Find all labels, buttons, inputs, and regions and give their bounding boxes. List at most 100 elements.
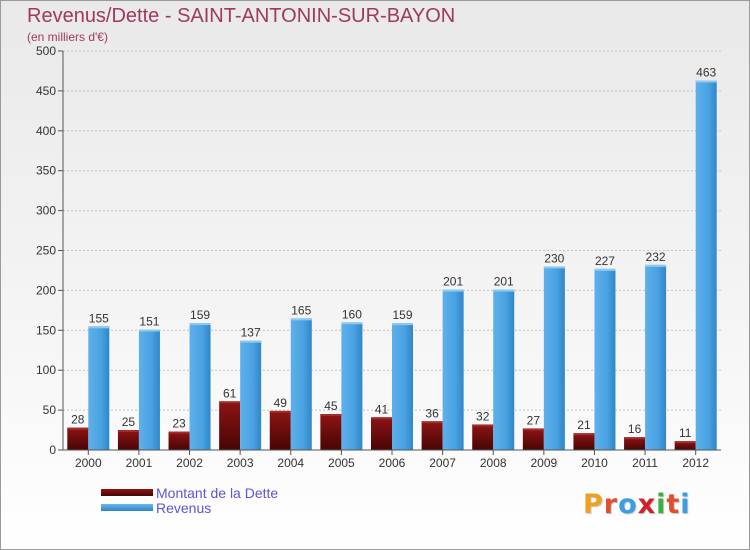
bar-revenue-top (695, 80, 717, 83)
x-tick-label: 2002 (176, 456, 203, 470)
logo-letter: i (656, 489, 667, 520)
x-tick-label: 2007 (429, 456, 456, 470)
bar-revenue (240, 340, 262, 450)
data-label-revenue: 155 (89, 311, 109, 325)
bar-debt-top (674, 441, 696, 444)
bar-debt-top (219, 401, 241, 404)
bar-revenue-top (189, 323, 211, 326)
bar-debt (67, 427, 89, 450)
data-label-revenue: 159 (392, 308, 412, 322)
data-label-revenue: 201 (494, 275, 514, 289)
data-label-revenue: 230 (544, 251, 564, 265)
chart-subtitle: (en milliers d'€) (27, 30, 108, 44)
bars (67, 80, 717, 450)
x-tick-label: 2001 (126, 456, 153, 470)
y-tick-label: 100 (36, 363, 56, 377)
bar-debt (674, 441, 696, 450)
bar-revenue-top (88, 326, 110, 329)
bar-revenue-top (543, 266, 565, 269)
x-tick-label: 2006 (379, 456, 406, 470)
data-label-revenue: 159 (190, 308, 210, 322)
data-label-debt: 23 (172, 417, 186, 431)
bar-debt (320, 414, 342, 450)
x-tick-label: 2010 (581, 456, 608, 470)
axes: 0 50 100 150 200 250 300 350 400 450 500 2000 2001 20… (36, 44, 721, 470)
bar-revenue-top (341, 322, 363, 325)
bar-revenue-top (645, 264, 667, 267)
bar-revenue (493, 289, 515, 450)
logo-letter: r (603, 489, 619, 520)
bar-revenue (189, 323, 211, 450)
bar-debt-top (67, 427, 89, 430)
bar-revenue (88, 326, 110, 450)
bar-debt (522, 428, 544, 450)
bar-revenue (138, 329, 160, 450)
y-tick-label: 350 (36, 164, 56, 178)
bar-revenue (442, 289, 464, 450)
logo-letter: o (618, 489, 638, 520)
y-tick-label: 150 (36, 323, 56, 337)
y-tick-label: 450 (36, 84, 56, 98)
x-tick-label: 2005 (328, 456, 355, 470)
bar-revenue (695, 80, 717, 450)
y-tick-label: 200 (36, 283, 56, 297)
bar-revenue (341, 322, 363, 450)
legend-swatch-debt (101, 489, 153, 496)
data-label-revenue: 463 (696, 66, 716, 80)
x-tick-label: 2004 (277, 456, 304, 470)
bar-revenue-top (594, 268, 616, 271)
legend-label-revenue: Revenus (156, 500, 212, 516)
chart-title: Revenus/Dette - SAINT-ANTONIN-SUR-BAYON (27, 5, 456, 27)
bar-debt (573, 433, 595, 450)
legend-swatch-revenue (101, 504, 153, 511)
bar-debt (219, 401, 241, 450)
data-label-debt: 16 (628, 422, 642, 436)
data-label-revenue: 201 (443, 275, 463, 289)
x-tick-label: 2012 (682, 456, 709, 470)
data-label-revenue: 151 (139, 315, 159, 329)
bar-debt-top (421, 421, 443, 424)
data-label-debt: 49 (274, 396, 288, 410)
x-tick-label: 2011 (632, 456, 658, 470)
legend-label-debt: Montant de la Dette (156, 485, 279, 501)
bar-debt-top (117, 430, 139, 433)
bar-revenue (645, 264, 667, 450)
bar-revenue (392, 323, 413, 450)
bar-revenue-top (442, 289, 464, 292)
bar-debt-top (522, 428, 544, 431)
data-label-revenue: 227 (595, 254, 615, 268)
bar-revenue (290, 318, 312, 450)
bar-debt (371, 417, 392, 450)
data-label-debt: 61 (223, 386, 237, 400)
data-label-debt: 45 (324, 399, 338, 413)
data-label-debt: 21 (577, 418, 591, 432)
y-tick-label: 50 (43, 403, 57, 417)
x-tick-label: 2000 (75, 456, 102, 470)
bar-debt-top (269, 410, 291, 413)
logo-letter: x (637, 489, 657, 520)
y-tick-label: 500 (36, 44, 56, 58)
bar-debt (269, 410, 291, 450)
data-labels: 28 155 25 151 23 159 61 137 49 165 45 160 41 159 36 201… (71, 66, 716, 441)
bar-debt (624, 437, 646, 450)
data-label-debt: 32 (476, 409, 490, 423)
bar-debt (117, 430, 139, 450)
bar-debt (472, 424, 494, 450)
data-label-revenue: 232 (646, 250, 666, 264)
data-label-debt: 41 (375, 402, 389, 416)
data-label-debt: 28 (71, 413, 85, 427)
data-label-revenue: 160 (342, 307, 362, 321)
x-tick-label: 2009 (530, 456, 557, 470)
data-label-debt: 27 (527, 413, 541, 427)
bar-debt (168, 431, 190, 450)
data-label-revenue: 137 (241, 326, 261, 340)
data-label-debt: 11 (679, 426, 692, 440)
logo-letter: P (583, 489, 604, 520)
bar-revenue-top (138, 329, 160, 332)
y-tick-label: 0 (49, 443, 56, 457)
logo-letter: i (680, 489, 691, 520)
data-label-debt: 25 (122, 415, 136, 429)
data-label-revenue: 165 (291, 303, 311, 317)
bar-debt-top (624, 437, 646, 440)
